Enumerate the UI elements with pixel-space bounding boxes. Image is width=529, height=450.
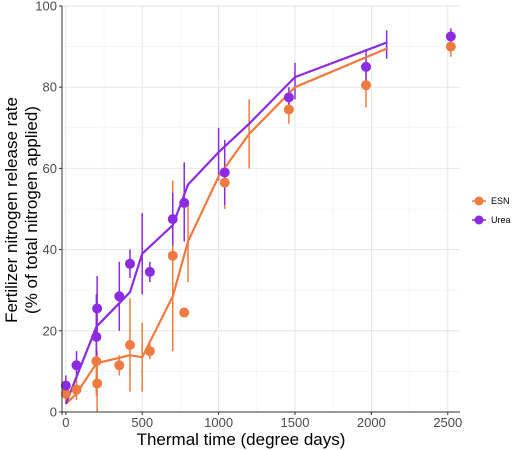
point-urea [71, 360, 82, 371]
legend-label-esn: ESN [491, 196, 510, 206]
y-tick-label: 20 [43, 323, 57, 338]
y-tick-labels: 0 20 40 60 80 100 [35, 0, 57, 420]
point-esn [361, 80, 372, 91]
y-tick-label: 60 [43, 161, 57, 176]
point-urea [167, 214, 178, 225]
axes [59, 5, 460, 415]
point-urea [92, 303, 103, 314]
fit-line-urea [64, 41, 388, 405]
point-esn [445, 41, 456, 52]
fit-line-esn [65, 47, 388, 405]
point-esn [144, 346, 155, 357]
point-urea [144, 266, 155, 277]
point-urea [124, 258, 135, 269]
point-esn [283, 104, 294, 115]
point-esn [60, 388, 71, 399]
legend-item-esn: ESN [472, 196, 510, 206]
x-tick-labels: 0 500 1000 1500 2000 2500 [62, 415, 462, 430]
y-tick-label: 80 [43, 80, 57, 95]
fit-lines [64, 41, 388, 405]
x-tick-label: 1000 [204, 415, 233, 430]
error-bars [65, 28, 452, 412]
y-tick-label: 40 [43, 242, 57, 257]
legend-item-urea: Urea [472, 215, 511, 225]
point-urea [445, 31, 456, 42]
y-tick-label: 0 [50, 405, 57, 420]
point-esn [124, 340, 135, 351]
point-urea [361, 61, 372, 72]
y-axis-title-line-2: (% of total nitrogen applied) [22, 106, 41, 314]
point-urea [283, 92, 294, 103]
x-tick-label: 0 [62, 415, 69, 430]
point-urea [114, 291, 125, 302]
x-axis-title: Thermal time (degree days) [137, 430, 346, 449]
point-esn [179, 307, 190, 318]
point-esn [92, 378, 103, 389]
x-tick-label: 2000 [357, 415, 386, 430]
point-esn [219, 177, 230, 188]
legend: ESN Urea [472, 196, 511, 225]
legend-key-dot-esn [474, 196, 484, 206]
gridlines [62, 5, 460, 413]
y-axis-title-line-1: Fertilizer nitrogen release rate [2, 97, 21, 323]
y-tick-label: 100 [35, 0, 57, 14]
data-points [60, 31, 456, 399]
point-esn [167, 250, 178, 261]
point-urea [219, 167, 230, 178]
point-esn [114, 360, 125, 371]
point-esn [91, 356, 102, 367]
x-tick-label: 1500 [281, 415, 310, 430]
point-urea [91, 331, 102, 342]
point-urea [179, 197, 190, 208]
x-tick-label: 2500 [433, 415, 462, 430]
y-axis-title: Fertilizer nitrogen release rate (% of t… [2, 97, 41, 323]
point-urea [60, 380, 71, 391]
legend-key-dot-urea [474, 215, 484, 225]
x-tick-label: 500 [131, 415, 153, 430]
legend-label-urea: Urea [491, 215, 511, 225]
point-esn [71, 384, 82, 395]
